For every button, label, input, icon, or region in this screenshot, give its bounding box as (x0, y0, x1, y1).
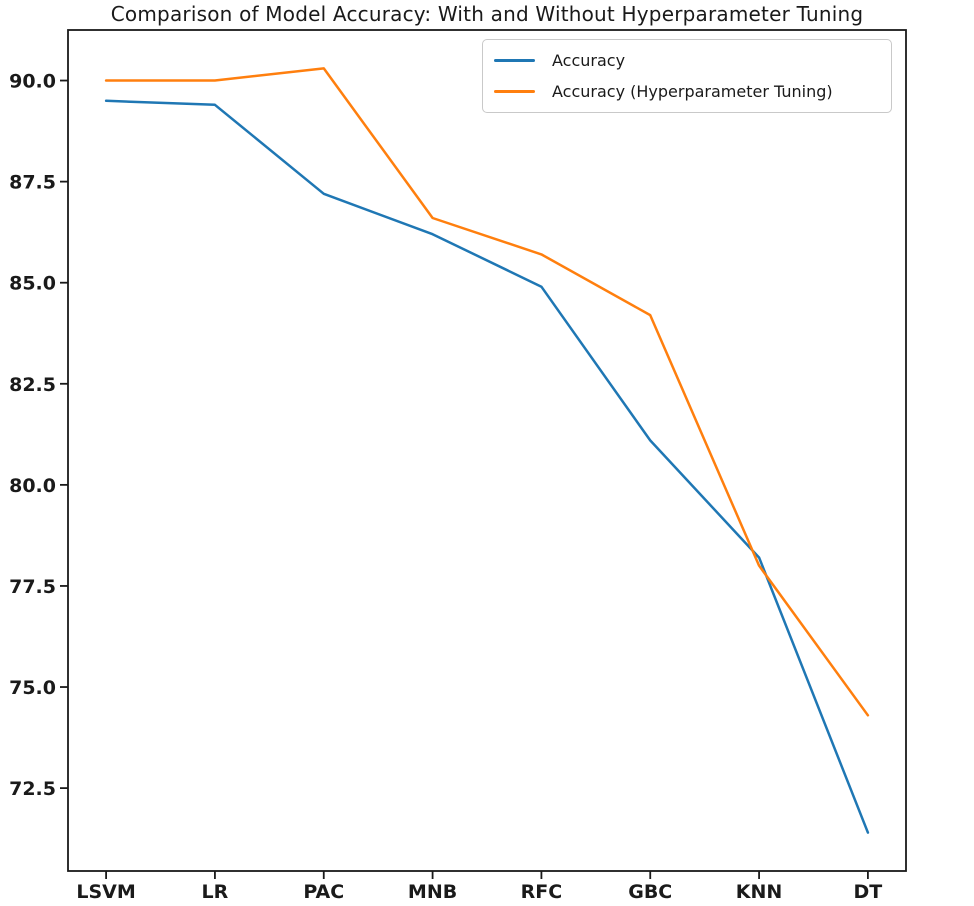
y-tick-label: 80.0 (9, 475, 56, 497)
y-tick-label: 82.5 (9, 374, 56, 396)
legend-label-accuracy: Accuracy (552, 51, 626, 70)
series-line-accuracy (104, 99, 870, 834)
x-tick-label: KNN (736, 881, 783, 903)
y-tick-label: 87.5 (9, 172, 56, 194)
x-tick-label: RFC (521, 881, 563, 903)
x-tick-label: MNB (408, 881, 457, 903)
x-tick-label: GBC (628, 881, 672, 903)
chart-title: Comparison of Model Accuracy: With and W… (110, 2, 864, 26)
x-tick-label: LR (202, 881, 229, 903)
x-tick-label: DT (854, 881, 883, 903)
y-tick-label: 77.5 (9, 576, 56, 598)
legend: Accuracy Accuracy (Hyperparameter Tuning… (482, 39, 892, 113)
y-tick-label: 90.0 (9, 71, 56, 93)
legend-entry-accuracy: Accuracy (494, 50, 891, 72)
legend-line-swatch-accuracy (494, 59, 535, 62)
y-tick-label: 75.0 (9, 677, 56, 699)
x-tick-label: PAC (303, 881, 344, 903)
x-tick-label: LSVM (76, 881, 135, 903)
series-line-accuracy-hyperparameter-tuning (104, 67, 870, 717)
legend-entry-accuracy-tuned: Accuracy (Hyperparameter Tuning) (494, 81, 891, 103)
legend-line-swatch-accuracy-tuned (494, 90, 535, 93)
legend-label-accuracy-tuned: Accuracy (Hyperparameter Tuning) (552, 82, 833, 101)
y-tick-label: 72.5 (9, 778, 56, 800)
y-tick-label: 85.0 (9, 273, 56, 295)
plot-frame (67, 29, 907, 872)
